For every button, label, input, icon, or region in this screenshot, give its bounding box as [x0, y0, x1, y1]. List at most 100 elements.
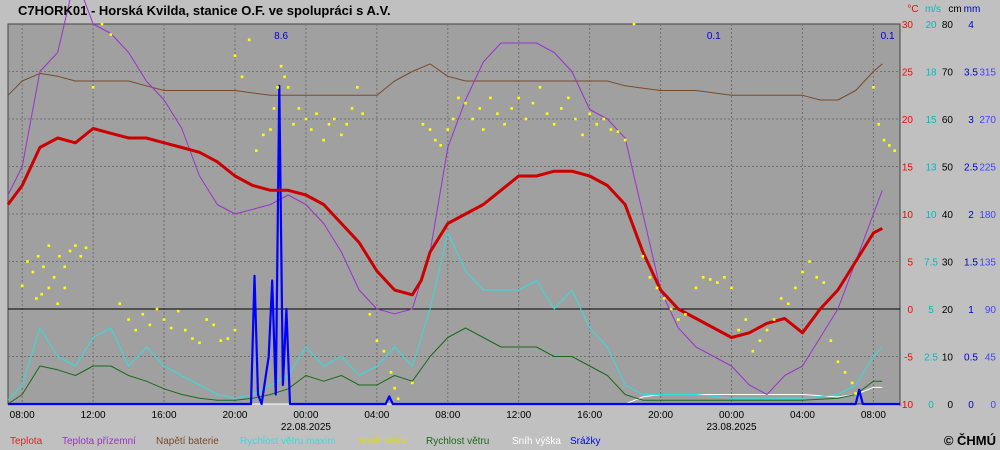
wind-direction-point [393, 386, 396, 390]
y-tick-label: 3.5 [964, 68, 978, 79]
y-tick-label: 225 [979, 163, 996, 174]
wind-direction-point [322, 138, 325, 142]
wind-direction-point [872, 86, 875, 89]
axis-unit-label: m/s [925, 4, 941, 15]
wind-direction-point [127, 318, 130, 321]
x-tick-labels: 08:00 12:00 16:00 20:00 00:00 04:00 08:00 12:00… [10, 410, 887, 433]
x-tick-label: 20:00 [648, 410, 673, 421]
y-tick-label: 0 [928, 400, 934, 411]
series-line-rychlost-v-tru-maxim [7, 232, 883, 401]
wind-direction-point [26, 260, 29, 263]
wind-direction-point [877, 122, 881, 126]
wind-direction-point [744, 318, 748, 321]
y-tick-label: -5 [904, 353, 913, 364]
wind-direction-point [451, 117, 455, 121]
y-tick-label: 60 [942, 115, 954, 126]
axis-units: °C m/s cm mm [907, 4, 980, 15]
x-tick-label: 04:00 [364, 410, 389, 421]
wind-direction-point [100, 22, 104, 26]
x-tick-label: 00:00 [293, 410, 318, 421]
y-tick-label: 10 [902, 210, 914, 221]
wind-direction-point [74, 244, 77, 247]
wind-direction-point [63, 265, 67, 269]
wind-direction-point [84, 246, 88, 250]
wind-direction-point [481, 128, 485, 131]
wind-direction-point [517, 96, 521, 100]
wind-direction-point [233, 328, 237, 332]
wind-direction-point [56, 302, 59, 306]
wind-direction-point [345, 122, 349, 126]
wind-direction-point [751, 349, 755, 353]
precip-labels: 8.6 0.1 0.1 [274, 31, 895, 42]
wind-direction-point [109, 33, 113, 36]
wind-direction-point [641, 254, 645, 258]
wind-direction-point [276, 86, 279, 89]
y-tick-label: 30 [902, 20, 914, 31]
y-tick-label: 20 [902, 115, 914, 126]
wind-direction-point [648, 276, 652, 279]
wind-direction-point [538, 86, 542, 89]
wind-direction-point [478, 107, 482, 110]
wind-direction-point [368, 312, 372, 316]
y-tick-label: 25 [902, 68, 914, 79]
wind-direction-point [79, 254, 83, 258]
wind-direction-point [269, 128, 272, 131]
wind-direction-point [471, 117, 474, 121]
wind-direction-point [309, 128, 313, 131]
wind-direction-point [609, 128, 613, 131]
wind-direction-point [382, 349, 386, 353]
wind-direction-point [559, 107, 563, 110]
wind-direction-point [205, 318, 208, 321]
wind-direction-point [396, 397, 400, 401]
y-tick-label: 1.5 [964, 258, 978, 269]
wind-direction-point [279, 64, 283, 68]
wind-direction-point [489, 96, 492, 100]
wind-direction-point [882, 138, 886, 142]
y-tick-label: 270 [979, 115, 996, 126]
wind-direction-point [510, 107, 513, 110]
wind-direction-point [446, 128, 450, 131]
wind-direction-point [545, 112, 549, 116]
y-tick-label: 90 [985, 305, 997, 316]
wind-direction-point [801, 270, 804, 274]
y-tick-label: 80 [942, 20, 954, 31]
wind-direction-point [233, 54, 237, 57]
wind-direction-point [40, 292, 43, 296]
y-tick-label: 0.5 [964, 353, 978, 364]
wind-direction-point [794, 286, 797, 290]
y-tick-label: 2 [968, 210, 974, 221]
wind-direction-point [708, 278, 712, 281]
wind-direction-point [297, 107, 301, 110]
wind-direction-point [822, 281, 826, 284]
legend-item: Sníh výška [512, 436, 561, 447]
wind-direction-point [36, 254, 40, 258]
wind-direction-point [829, 339, 833, 342]
wind-direction-point [286, 86, 290, 89]
wind-direction-point [421, 122, 425, 126]
wind-direction-point [375, 339, 379, 342]
wind-direction-point [765, 328, 769, 332]
axis-unit-label: cm [948, 4, 961, 15]
wind-direction-point [148, 323, 152, 327]
legend: Teplota Teplota přízemní Napětí baterie Ryc… [10, 436, 601, 447]
y-tick-label: 30 [942, 258, 954, 269]
wind-direction-point [219, 339, 223, 342]
axis-unit-label: mm [964, 4, 981, 15]
y-tick-label: 1 [968, 305, 974, 316]
x-tick-label: 12:00 [506, 410, 531, 421]
wind-direction-point [226, 337, 230, 340]
x-tick-label: 08:00 [435, 410, 460, 421]
wind-direction-point [595, 122, 599, 126]
wind-direction-point [389, 371, 393, 374]
wind-direction-point [52, 276, 56, 279]
date-label: 23.08.2025 [706, 422, 756, 433]
y-tick-label: 15 [902, 163, 914, 174]
wind-direction-point [772, 318, 776, 321]
wind-direction-point [176, 309, 180, 313]
y-tick-label: 0 [990, 400, 996, 411]
wind-direction-point [843, 371, 847, 374]
y-tick-label: 45 [985, 353, 997, 364]
y-tick-label: 70 [942, 68, 954, 79]
